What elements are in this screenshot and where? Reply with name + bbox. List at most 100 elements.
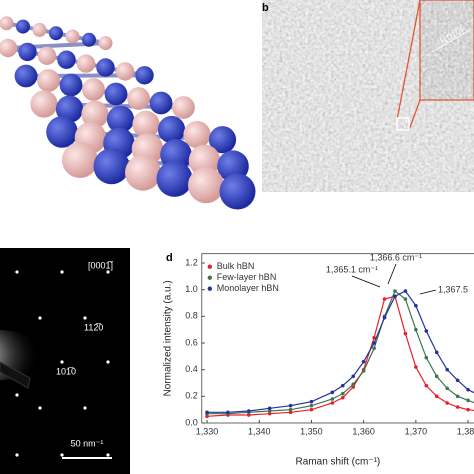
atom [55, 95, 84, 123]
x-tick-label: 1,330 [196, 426, 219, 436]
data-point [246, 409, 251, 413]
data-point [403, 297, 408, 301]
hrtem-image: [101̅0] b [262, 0, 474, 192]
diffraction-spot [83, 316, 87, 320]
legend-marker [207, 286, 212, 291]
atom [18, 42, 37, 62]
diffraction-spot [38, 406, 42, 410]
data-point [288, 410, 293, 415]
direction-line [431, 29, 471, 53]
diffraction-spot [106, 270, 110, 274]
data-point [403, 331, 408, 336]
panel-label: b [262, 2, 269, 14]
data-point [414, 327, 418, 332]
atom [93, 148, 130, 185]
annotation-arrow [419, 289, 437, 295]
y-tick-label: 0.6 [185, 337, 198, 347]
atom [49, 26, 63, 41]
atom [106, 105, 135, 133]
diffraction-spot [38, 316, 42, 320]
zoom-line [408, 99, 421, 131]
raman-chart: 1,330 1,340 1,350 1,360 1,370 1,380 0.0 0.2 0.4 0… [163, 252, 474, 468]
diffraction-spot [15, 270, 19, 274]
data-point [445, 386, 449, 391]
data-point [205, 410, 209, 415]
atom [32, 22, 47, 37]
data-point [309, 407, 314, 412]
legend-label: Bulk hBN [217, 261, 255, 271]
x-tick-label: 1,370 [405, 426, 428, 436]
diffraction-spot [106, 453, 110, 457]
atom [135, 66, 154, 85]
data-point [393, 294, 397, 299]
atom [16, 19, 30, 34]
data-point [309, 403, 314, 408]
legend-label: Few-layer hBN [217, 272, 277, 282]
atom [157, 115, 186, 144]
y-tick-label: 1.2 [185, 257, 198, 267]
atom [14, 64, 38, 88]
atom [37, 46, 57, 65]
data-point [382, 297, 387, 301]
diffraction-spot [60, 270, 64, 274]
fit-line [206, 295, 474, 417]
atom [183, 121, 211, 149]
atom [115, 62, 135, 81]
diffraction-spot [106, 360, 110, 364]
scale-bar-label: 50 nm⁻¹ [71, 438, 104, 448]
diffraction-spot [15, 453, 19, 457]
legend-marker [207, 275, 212, 280]
spot-label: 101̅0 [56, 366, 76, 376]
atom [149, 91, 173, 115]
diffraction-spot [83, 406, 87, 410]
atom [30, 90, 58, 118]
data-point [414, 303, 418, 308]
y-tick-label: 0.2 [185, 391, 198, 401]
legend-label: Monolayer hBN [217, 283, 279, 293]
data-point [288, 407, 293, 412]
y-tick-label: 0.4 [185, 364, 198, 374]
diffraction-spot [15, 393, 19, 397]
data-point [267, 411, 272, 416]
atom [219, 173, 256, 210]
atom [127, 87, 150, 110]
fit-line [207, 290, 474, 415]
atom [132, 110, 160, 138]
spot-label: 112̅0 [84, 322, 103, 332]
data-point [361, 359, 366, 364]
x-tick-label: 1,340 [248, 426, 271, 436]
data-point [434, 374, 439, 379]
zoom-line [396, 0, 421, 121]
data-point [455, 378, 460, 383]
data-point [382, 315, 387, 320]
data-point [351, 385, 356, 389]
atom [82, 78, 105, 101]
diffraction-spot [60, 453, 64, 457]
data-point [205, 414, 209, 419]
beam-stop [0, 361, 31, 389]
data-point [424, 329, 429, 333]
data-point [434, 350, 439, 355]
legend-marker [207, 264, 212, 269]
x-axis-title: Raman shift (cm⁻¹) [296, 457, 381, 468]
data-point [267, 406, 272, 411]
data-point [434, 394, 439, 399]
x-tick-label: 1,360 [352, 426, 375, 436]
data-point [372, 341, 376, 345]
data-point [372, 346, 376, 351]
y-axis-title: Normalized intensity (a.u.) [163, 280, 174, 396]
peak-annotation: 1,366.6 cm⁻¹ [370, 252, 422, 262]
data-point [455, 405, 460, 409]
y-tick-label: 0.8 [185, 311, 198, 321]
atom [0, 38, 18, 58]
data-point [466, 407, 470, 412]
atom [76, 54, 96, 73]
annotation-arrow [351, 275, 381, 288]
data-point [455, 394, 460, 399]
data-point [466, 387, 470, 392]
x-tick-label: 1,380 [457, 426, 474, 436]
data-point [351, 382, 356, 387]
atom [46, 116, 78, 148]
